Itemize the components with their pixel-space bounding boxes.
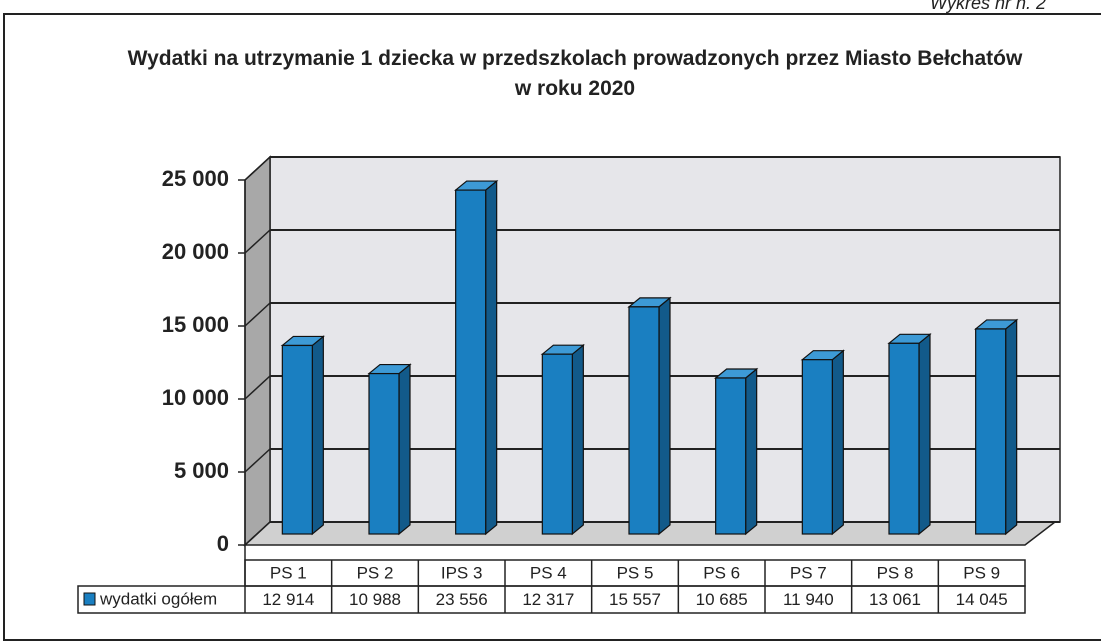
bar-side bbox=[571, 343, 584, 536]
x-tick-label: PS 5 bbox=[617, 563, 654, 582]
bar-side bbox=[311, 335, 324, 536]
bar bbox=[368, 372, 400, 535]
bar-side bbox=[658, 296, 671, 536]
side-wall bbox=[244, 155, 271, 547]
y-tick-label: 15 000 bbox=[162, 312, 229, 337]
y-tick-label: 20 000 bbox=[162, 239, 229, 264]
bar bbox=[975, 328, 1007, 535]
y-tick-label: 5 000 bbox=[174, 458, 229, 483]
value-label: 23 556 bbox=[436, 590, 488, 609]
chart-title: Wydatki na utrzymanie 1 dziecka w przeds… bbox=[127, 47, 1023, 100]
bar-side bbox=[398, 363, 411, 536]
bar bbox=[541, 353, 573, 535]
x-tick-label: PS 1 bbox=[270, 563, 307, 582]
x-tick-label: PS 2 bbox=[357, 563, 394, 582]
bar-side bbox=[485, 179, 498, 536]
grid-line-side bbox=[244, 302, 271, 327]
bar bbox=[888, 342, 920, 535]
value-label: 15 557 bbox=[609, 590, 661, 609]
bar bbox=[455, 189, 487, 535]
grid-line-side bbox=[244, 229, 271, 254]
bar-side bbox=[918, 333, 931, 536]
bar-side bbox=[1005, 318, 1018, 536]
value-label: 10 988 bbox=[349, 590, 401, 609]
bar bbox=[628, 306, 660, 535]
x-tick-label: PS 9 bbox=[963, 563, 1000, 582]
value-label: 11 940 bbox=[783, 590, 834, 609]
x-tick-label: PS 8 bbox=[877, 563, 914, 582]
annotation: Wykres nr n. 2 bbox=[930, 0, 1046, 13]
frame bbox=[3, 13, 1101, 641]
grid-line-side bbox=[244, 375, 271, 400]
value-label: 12 914 bbox=[262, 590, 314, 609]
x-tick-label: PS 6 bbox=[703, 563, 740, 582]
value-label: 14 045 bbox=[956, 590, 1008, 609]
y-tick-label: 0 bbox=[217, 531, 229, 556]
bar bbox=[801, 359, 833, 535]
y-tick-label: 10 000 bbox=[162, 385, 229, 410]
x-tick-label: PS 7 bbox=[790, 563, 827, 582]
bar-side bbox=[831, 349, 844, 536]
grid-line-side bbox=[244, 156, 271, 181]
y-tick-label: 25 000 bbox=[162, 166, 229, 191]
grid-line-side bbox=[244, 521, 271, 546]
legend-swatch bbox=[83, 592, 96, 606]
value-label: 10 685 bbox=[696, 590, 748, 609]
x-tick-label: IPS 3 bbox=[441, 563, 483, 582]
x-tick-label: PS 4 bbox=[530, 563, 567, 582]
table-value-row bbox=[77, 585, 1026, 614]
bar-side bbox=[745, 367, 758, 536]
grid-line-side bbox=[244, 448, 271, 473]
value-label: 12 317 bbox=[522, 590, 574, 609]
legend-label: wydatki ogółem bbox=[99, 589, 217, 608]
bar bbox=[281, 344, 313, 535]
value-label: 13 061 bbox=[869, 590, 921, 609]
bar bbox=[715, 377, 747, 535]
